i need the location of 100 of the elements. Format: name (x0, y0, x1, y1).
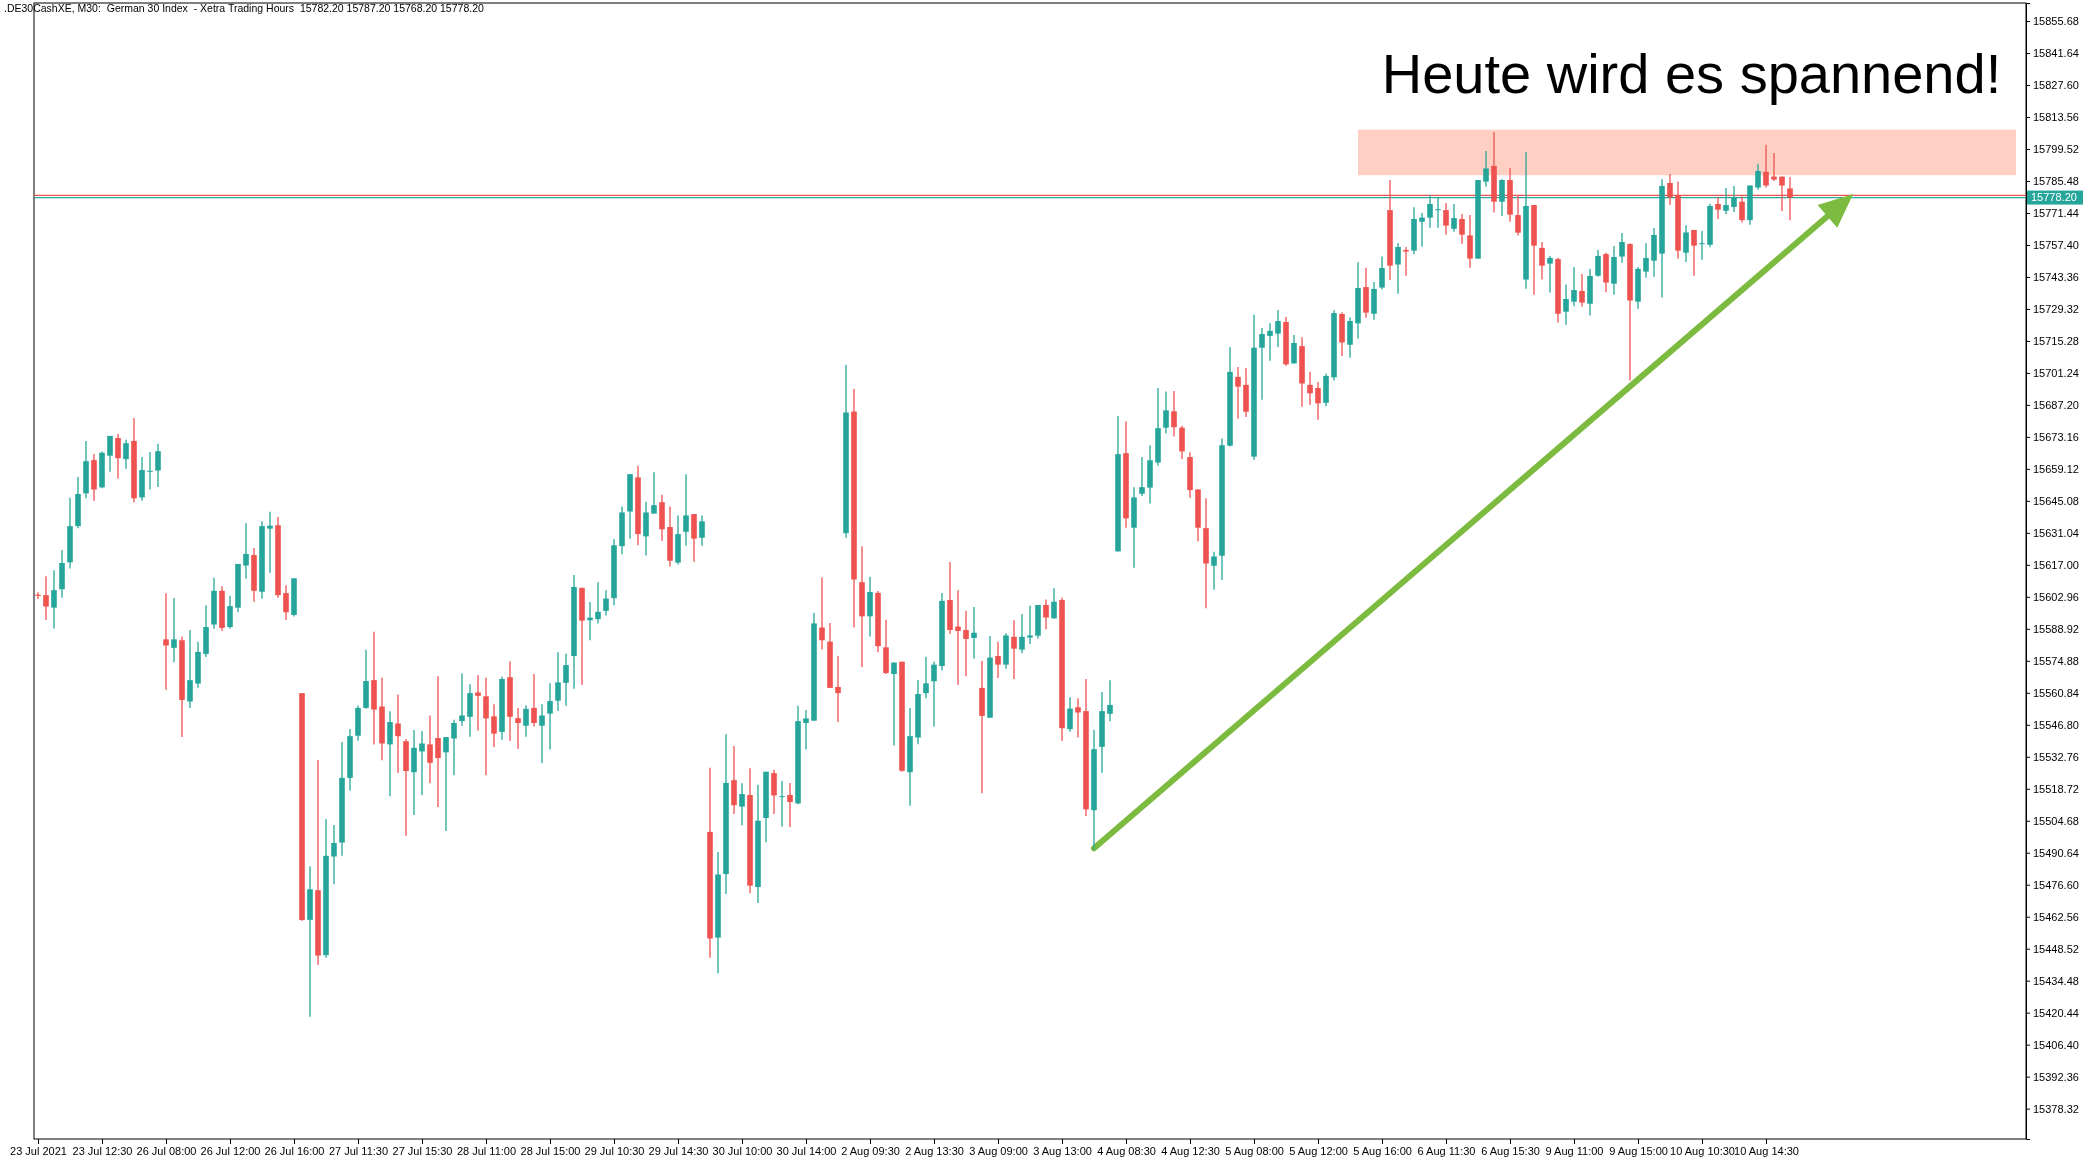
candlestick (267, 511, 273, 574)
candlestick (107, 435, 113, 473)
chart-title: .DE30CashXE, M30: German 30 Index - Xetra Trading Hours 15782.20 15787.20 15768.20 15778.20 (4, 2, 484, 14)
candlestick (835, 655, 841, 723)
candlestick (923, 656, 929, 699)
y-tick-label: 15504.68 (2033, 814, 2079, 827)
candlestick (563, 653, 569, 707)
candlestick (1291, 334, 1297, 365)
x-tick-label: 26 Jul 12:00 (200, 1144, 261, 1157)
y-tick-label: 15701.24 (2033, 366, 2079, 379)
y-tick-label: 15673.16 (2033, 430, 2079, 443)
candlestick (1379, 255, 1385, 291)
candlestick (1171, 390, 1177, 438)
candlestick (539, 703, 545, 764)
candlestick (955, 589, 961, 686)
candlestick (603, 589, 609, 617)
x-tick-label: 6 Aug 11:30 (1417, 1144, 1476, 1157)
candlestick (651, 471, 657, 515)
y-tick-label: 15588.92 (2033, 622, 2079, 635)
candlestick (419, 730, 425, 796)
x-tick-label: 28 Jul 11:00 (456, 1144, 517, 1157)
x-tick-label: 27 Jul 11:30 (328, 1144, 389, 1157)
x-tick-label: 10 Aug 14:30 (1734, 1144, 1799, 1157)
x-tick-label: 29 Jul 10:30 (584, 1144, 645, 1157)
candlestick (1443, 202, 1449, 236)
candlestick (171, 597, 177, 664)
y-tick-label: 15855.68 (2033, 15, 2079, 28)
candlestick (475, 674, 481, 732)
candlestick (699, 514, 705, 547)
candlestick (1067, 696, 1073, 733)
candlestick (1267, 322, 1273, 362)
y-tick-label: 15617.00 (2033, 558, 2079, 571)
y-tick-label: 15560.84 (2033, 686, 2079, 699)
candlestick (1563, 283, 1569, 326)
ref-line-label: 15778.20 (2031, 191, 2077, 204)
y-tick-label: 15448.52 (2033, 942, 2079, 955)
candlestick (491, 703, 497, 748)
x-tick-label: 5 Aug 12:00 (1289, 1144, 1348, 1157)
candlestick (443, 736, 449, 832)
candlestick (395, 693, 401, 774)
y-tick-label: 15462.56 (2033, 910, 2079, 923)
candlestick (1715, 196, 1721, 220)
candlestick (51, 569, 57, 630)
candlestick (1459, 213, 1465, 245)
candlestick (331, 824, 337, 885)
y-tick-label: 15476.60 (2033, 878, 2079, 891)
candlestick (1259, 327, 1265, 401)
x-tick-label: 23 Jul 2021 (10, 1144, 67, 1157)
y-tick-label: 15574.88 (2033, 654, 2079, 667)
candlestick (451, 719, 457, 777)
x-tick-label: 27 Jul 15:30 (392, 1144, 453, 1157)
candlestick (1235, 366, 1241, 420)
candlestick (1307, 371, 1313, 406)
candlestick (1419, 212, 1425, 248)
candlestick (227, 595, 233, 630)
x-tick-label: 4 Aug 12:30 (1161, 1144, 1220, 1157)
candlestick (803, 709, 809, 751)
candlestick (1483, 150, 1489, 188)
y-tick-label: 15743.36 (2033, 270, 2079, 283)
y-tick-label: 15602.96 (2033, 590, 2079, 603)
y-tick-label: 15659.12 (2033, 462, 2079, 475)
x-tick-label: 2 Aug 13:30 (905, 1144, 964, 1157)
candlestick (1579, 273, 1585, 308)
y-tick-label: 15813.56 (2033, 111, 2079, 124)
candlestick (1571, 266, 1577, 307)
x-tick-label: 4 Aug 08:30 (1097, 1144, 1156, 1157)
y-tick-label: 15841.64 (2033, 47, 2079, 60)
y-tick-label: 15757.40 (2033, 238, 2079, 251)
candlestick (1771, 152, 1777, 182)
candlestick (1395, 242, 1401, 295)
candlestick (515, 707, 521, 750)
candlestick (1075, 697, 1081, 739)
candlestick (1451, 203, 1457, 233)
candlestick (931, 661, 937, 728)
candlestick (483, 676, 489, 777)
x-tick-label: 28 Jul 15:00 (520, 1144, 581, 1157)
candlestick (995, 640, 1001, 679)
candlestick (971, 606, 977, 660)
x-tick-label: 5 Aug 16:00 (1353, 1144, 1412, 1157)
annotation: Heute wird es spannend! (1381, 42, 2002, 106)
y-tick-label: 15631.04 (2033, 526, 2079, 539)
candlestick (739, 782, 745, 826)
y-tick-label: 15420.44 (2033, 1006, 2079, 1019)
x-tick-label: 3 Aug 09:00 (969, 1144, 1028, 1157)
candlestick (1019, 613, 1025, 654)
candlestick (1315, 381, 1321, 421)
y-tick-label: 15406.40 (2033, 1038, 2079, 1051)
x-tick-label: 5 Aug 08:00 (1225, 1144, 1284, 1157)
candlestick (459, 672, 465, 727)
candlestick (1163, 390, 1169, 435)
candlestick (1027, 604, 1033, 645)
x-tick-label: 26 Jul 16:00 (264, 1144, 325, 1157)
candlestick (1619, 232, 1625, 264)
y-tick-label: 15827.60 (2033, 79, 2079, 92)
candlestick (779, 780, 785, 828)
x-tick-label: 30 Jul 10:00 (712, 1144, 773, 1157)
x-tick-label: 10 Aug 10:30 (1670, 1144, 1735, 1157)
x-tick-label: 2 Aug 09:30 (841, 1144, 900, 1157)
candlestick (643, 501, 649, 557)
y-tick-label: 15771.44 (2033, 207, 2079, 219)
